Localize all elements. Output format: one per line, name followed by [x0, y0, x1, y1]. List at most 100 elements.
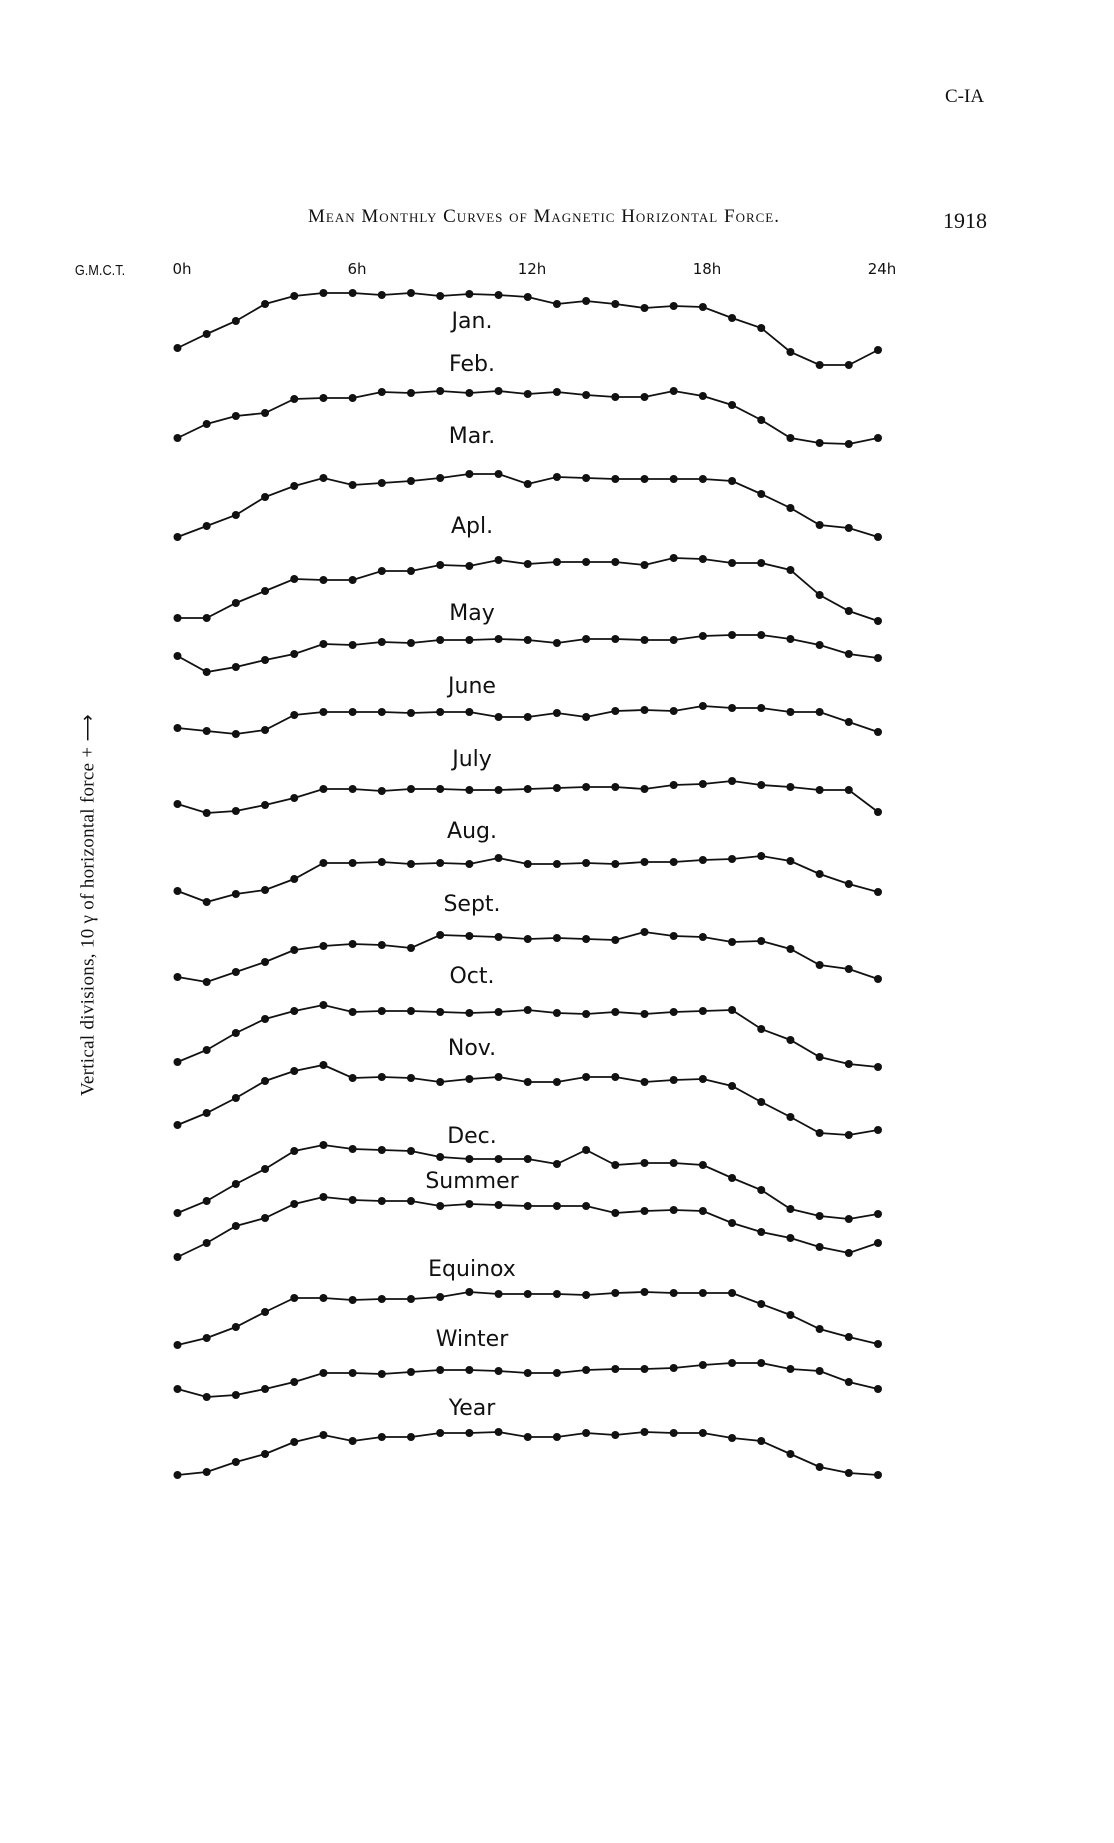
- data-point: [523, 713, 532, 721]
- data-point: [523, 390, 532, 398]
- data-point: [786, 434, 795, 442]
- data-point: [757, 1186, 766, 1194]
- x-tick-label: 18h: [692, 260, 722, 278]
- data-point: [261, 1165, 270, 1173]
- data-point: [465, 1075, 474, 1083]
- series-label: Winter: [436, 1327, 509, 1352]
- data-point: [348, 1145, 357, 1153]
- data-point: [582, 1010, 591, 1018]
- data-point: [640, 561, 649, 569]
- data-point: [874, 808, 882, 816]
- data-point: [815, 1053, 824, 1061]
- data-point: [290, 482, 299, 490]
- data-point: [815, 961, 824, 969]
- data-point: [494, 1008, 503, 1016]
- data-point: [669, 1008, 678, 1016]
- data-point: [436, 931, 445, 939]
- data-point: [844, 880, 853, 888]
- data-point: [465, 1288, 474, 1296]
- data-point: [874, 434, 882, 442]
- data-point: [173, 533, 182, 541]
- data-point: [844, 1378, 853, 1386]
- series-label: Feb.: [449, 352, 495, 377]
- data-point: [669, 387, 678, 395]
- data-point: [377, 1295, 386, 1303]
- data-point: [465, 932, 474, 940]
- data-point: [669, 1364, 678, 1372]
- data-point: [815, 1243, 824, 1251]
- data-point: [757, 704, 766, 712]
- data-point: [874, 1239, 882, 1247]
- data-point: [377, 479, 386, 487]
- data-point: [815, 521, 824, 529]
- data-point: [202, 614, 211, 622]
- data-point: [669, 475, 678, 483]
- data-point: [377, 567, 386, 575]
- data-point: [290, 794, 299, 802]
- data-point: [815, 641, 824, 649]
- data-point: [202, 1046, 211, 1054]
- data-point: [436, 1429, 445, 1437]
- data-point: [231, 599, 240, 607]
- data-point: [494, 556, 503, 564]
- data-point: [173, 434, 182, 442]
- series-line: [177, 1064, 879, 1136]
- data-point: [319, 785, 328, 793]
- data-point: [757, 1437, 766, 1445]
- data-point: [844, 1060, 853, 1068]
- data-point: [261, 1214, 270, 1222]
- data-point: [874, 1210, 882, 1218]
- data-point: [202, 727, 211, 735]
- series-label: Dec.: [447, 1124, 497, 1149]
- data-point: [611, 300, 620, 308]
- data-point: [377, 1370, 386, 1378]
- data-point: [552, 709, 561, 717]
- series-year: Year: [173, 1396, 882, 1479]
- data-point: [261, 656, 270, 664]
- data-point: [465, 1009, 474, 1017]
- series-winter: Winter: [173, 1327, 882, 1401]
- data-point: [728, 559, 737, 567]
- data-point: [407, 944, 415, 952]
- data-point: [582, 1429, 591, 1437]
- data-point: [728, 1359, 737, 1367]
- data-point: [523, 785, 532, 793]
- data-point: [290, 1438, 299, 1446]
- data-point: [611, 1008, 620, 1016]
- data-point: [669, 932, 678, 940]
- data-point: [698, 702, 707, 710]
- data-point: [874, 1340, 882, 1348]
- data-point: [640, 304, 649, 312]
- data-point: [465, 1429, 474, 1437]
- data-point: [348, 1369, 357, 1377]
- data-point: [261, 1077, 270, 1085]
- data-point: [640, 393, 649, 401]
- data-point: [815, 1129, 824, 1137]
- data-point: [436, 1293, 445, 1301]
- data-point: [844, 440, 853, 448]
- data-point: [757, 416, 766, 424]
- data-point: [348, 394, 357, 402]
- data-point: [290, 395, 299, 403]
- data-point: [698, 632, 707, 640]
- data-point: [611, 393, 620, 401]
- data-point: [552, 1369, 561, 1377]
- x-tick-label: 6h: [347, 260, 367, 278]
- data-point: [669, 636, 678, 644]
- data-point: [348, 708, 357, 716]
- data-point: [290, 711, 299, 719]
- data-point: [231, 412, 240, 420]
- data-point: [202, 522, 211, 530]
- data-point: [231, 1222, 240, 1230]
- data-point: [698, 1361, 707, 1369]
- data-point: [815, 1367, 824, 1375]
- data-point: [552, 934, 561, 942]
- data-point: [261, 886, 270, 894]
- data-point: [173, 344, 182, 352]
- data-point: [261, 801, 270, 809]
- data-point: [552, 1290, 561, 1298]
- data-point: [202, 668, 211, 676]
- data-point: [728, 938, 737, 946]
- data-point: [348, 785, 357, 793]
- data-point: [173, 800, 182, 808]
